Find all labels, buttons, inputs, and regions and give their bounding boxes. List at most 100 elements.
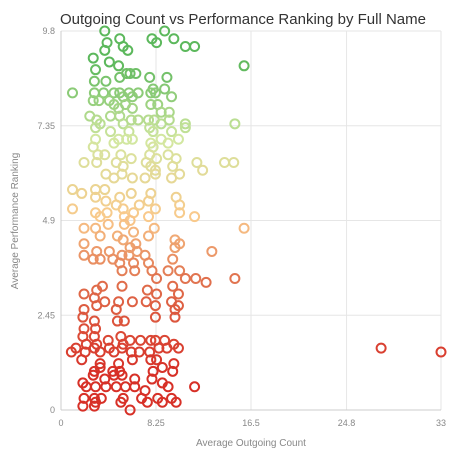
- data-point[interactable]: [78, 303, 90, 315]
- data-point[interactable]: [90, 191, 102, 203]
- data-point[interactable]: [166, 91, 178, 103]
- data-point[interactable]: [179, 118, 191, 130]
- data-point[interactable]: [96, 280, 108, 292]
- data-point[interactable]: [94, 358, 106, 370]
- data-point[interactable]: [77, 311, 89, 323]
- data-point[interactable]: [78, 323, 90, 335]
- data-point[interactable]: [102, 218, 114, 230]
- data-point[interactable]: [162, 137, 174, 149]
- data-point[interactable]: [147, 126, 159, 138]
- data-point[interactable]: [124, 404, 136, 416]
- data-point[interactable]: [100, 195, 112, 207]
- data-point[interactable]: [108, 87, 120, 99]
- data-point[interactable]: [179, 122, 191, 134]
- data-point[interactable]: [229, 273, 241, 285]
- data-point[interactable]: [148, 222, 160, 234]
- data-point[interactable]: [167, 365, 179, 377]
- data-point[interactable]: [169, 242, 181, 254]
- data-point[interactable]: [125, 114, 137, 126]
- data-point[interactable]: [189, 381, 201, 393]
- data-point[interactable]: [67, 87, 79, 99]
- data-point[interactable]: [105, 126, 117, 138]
- data-point[interactable]: [189, 40, 201, 52]
- data-point[interactable]: [128, 257, 140, 269]
- data-point[interactable]: [143, 211, 155, 223]
- data-point[interactable]: [174, 168, 186, 180]
- data-point[interactable]: [238, 222, 250, 234]
- data-point[interactable]: [78, 156, 90, 168]
- data-point[interactable]: [161, 71, 173, 83]
- data-point[interactable]: [78, 222, 90, 234]
- data-point[interactable]: [115, 396, 127, 408]
- data-point[interactable]: [151, 354, 163, 366]
- data-point[interactable]: [76, 187, 88, 199]
- data-point[interactable]: [172, 288, 184, 300]
- data-point[interactable]: [78, 288, 90, 300]
- data-point[interactable]: [206, 245, 218, 257]
- data-point[interactable]: [124, 68, 136, 80]
- data-point[interactable]: [169, 311, 181, 323]
- data-point[interactable]: [228, 156, 240, 168]
- data-point[interactable]: [143, 195, 155, 207]
- data-point[interactable]: [116, 342, 128, 354]
- data-point[interactable]: [219, 156, 231, 168]
- data-point[interactable]: [99, 25, 111, 37]
- data-point[interactable]: [90, 222, 102, 234]
- data-point[interactable]: [435, 346, 447, 358]
- data-point[interactable]: [170, 396, 182, 408]
- data-point[interactable]: [190, 273, 202, 285]
- data-point[interactable]: [238, 60, 250, 72]
- data-point[interactable]: [67, 184, 79, 196]
- data-point[interactable]: [149, 203, 161, 215]
- data-point[interactable]: [144, 346, 156, 358]
- data-point[interactable]: [90, 122, 102, 134]
- data-point[interactable]: [126, 102, 138, 114]
- data-point[interactable]: [113, 60, 125, 72]
- data-point[interactable]: [76, 354, 88, 366]
- data-point[interactable]: [126, 172, 138, 184]
- data-point[interactable]: [99, 373, 111, 385]
- data-point[interactable]: [119, 381, 131, 393]
- data-point[interactable]: [141, 284, 153, 296]
- data-point[interactable]: [151, 288, 163, 300]
- data-point[interactable]: [103, 56, 115, 68]
- data-point[interactable]: [144, 71, 156, 83]
- data-point[interactable]: [129, 265, 141, 277]
- data-point[interactable]: [179, 273, 191, 285]
- data-point[interactable]: [99, 149, 111, 161]
- data-point[interactable]: [174, 199, 186, 211]
- data-point[interactable]: [99, 44, 111, 56]
- data-point[interactable]: [156, 361, 168, 373]
- data-point[interactable]: [100, 75, 112, 87]
- data-point[interactable]: [161, 342, 173, 354]
- data-point[interactable]: [162, 381, 174, 393]
- data-point[interactable]: [146, 265, 158, 277]
- data-point[interactable]: [125, 187, 137, 199]
- data-point[interactable]: [133, 346, 145, 358]
- data-point[interactable]: [167, 253, 179, 265]
- data-point[interactable]: [167, 160, 179, 172]
- data-point[interactable]: [151, 153, 163, 165]
- data-point[interactable]: [91, 156, 103, 168]
- data-point[interactable]: [98, 87, 110, 99]
- data-point[interactable]: [111, 315, 123, 327]
- data-point[interactable]: [375, 342, 387, 354]
- data-point[interactable]: [151, 273, 163, 285]
- data-point[interactable]: [159, 83, 171, 95]
- data-point[interactable]: [130, 68, 142, 80]
- data-point[interactable]: [110, 381, 122, 393]
- data-point[interactable]: [159, 25, 171, 37]
- data-point[interactable]: [90, 396, 102, 408]
- data-point[interactable]: [117, 234, 129, 246]
- data-point[interactable]: [92, 149, 104, 161]
- data-point[interactable]: [115, 149, 127, 161]
- data-point[interactable]: [126, 354, 138, 366]
- data-point[interactable]: [163, 106, 175, 118]
- data-point[interactable]: [116, 369, 128, 381]
- data-point[interactable]: [94, 346, 106, 358]
- data-point[interactable]: [145, 354, 157, 366]
- data-point[interactable]: [125, 153, 137, 165]
- data-point[interactable]: [78, 238, 90, 250]
- data-point[interactable]: [91, 300, 103, 312]
- data-point[interactable]: [87, 253, 99, 265]
